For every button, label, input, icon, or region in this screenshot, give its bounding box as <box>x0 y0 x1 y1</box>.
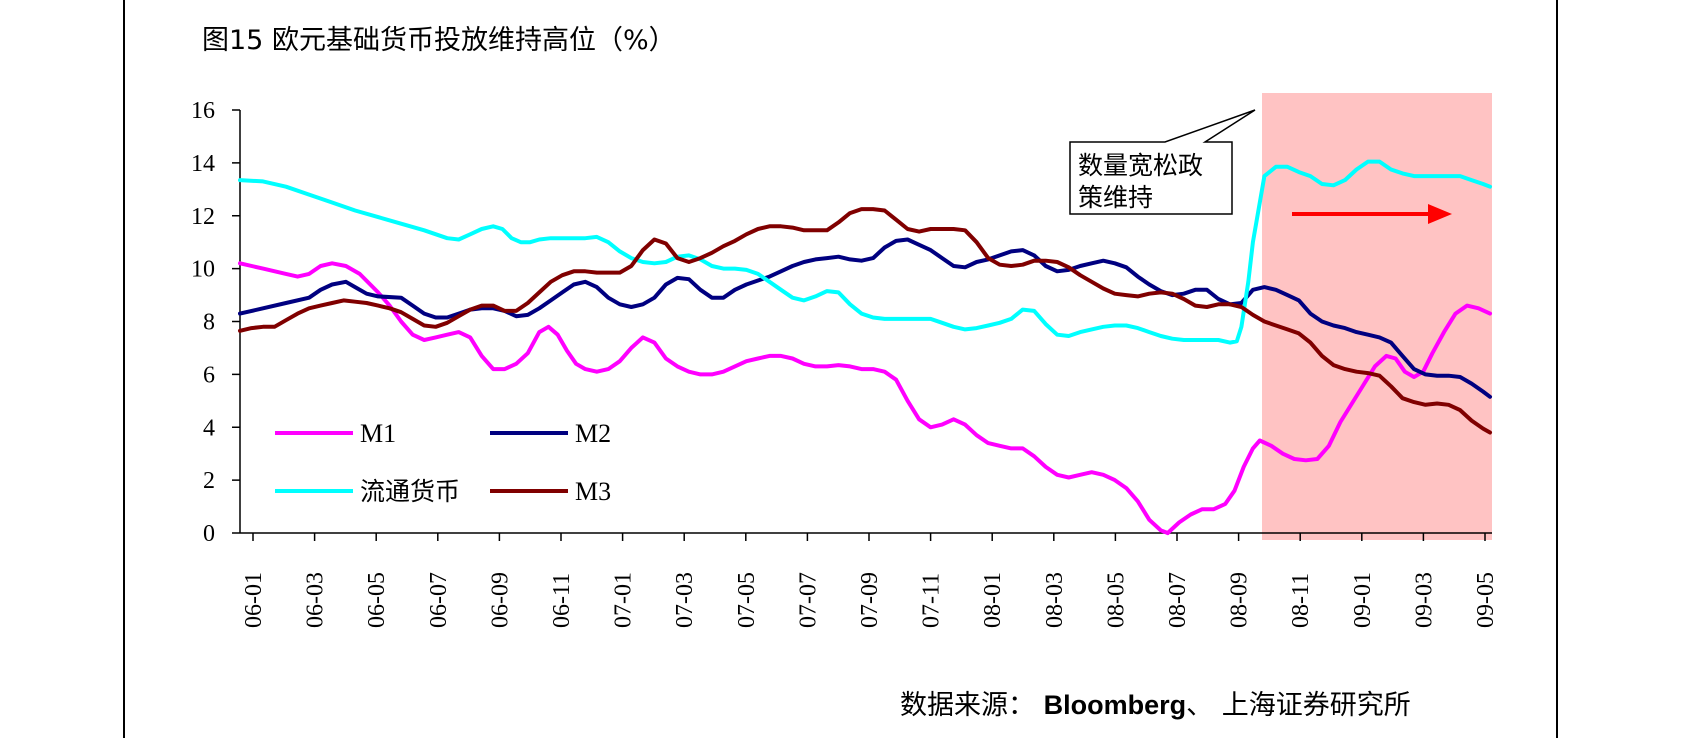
x-tick-label: 07-01 <box>611 572 637 628</box>
x-tick-label: 08-09 <box>1227 572 1253 628</box>
x-axis-ticks: 06-01 06-03 06-05 06-07 06-09 06-11 07-01 07-03… <box>241 533 1499 628</box>
callout-text-line: 策维持 <box>1078 183 1153 212</box>
legend: M1 M2 流通货币 M3 <box>275 419 611 506</box>
x-tick-label: 08-05 <box>1103 572 1129 628</box>
source-org-shanghai-securities: 上海证券研究所 <box>1221 690 1411 721</box>
trend-arrow-head <box>1428 204 1452 224</box>
x-tick-label: 07-05 <box>734 572 760 628</box>
x-tick-label: 07-07 <box>795 572 821 628</box>
series-line-m1 <box>238 261 1170 535</box>
source-separator: 、 <box>1186 690 1214 721</box>
x-tick-label: 07-03 <box>672 572 698 628</box>
y-tick-label: 0 <box>203 521 215 547</box>
callout-text-line: 数量宽松政 <box>1078 151 1203 180</box>
legend-label: M2 <box>575 419 611 448</box>
x-tick-label: 08-01 <box>980 572 1006 628</box>
x-tick-label: 06-01 <box>241 572 267 628</box>
x-tick-label: 08-11 <box>1288 573 1314 628</box>
legend-label: M1 <box>360 419 396 448</box>
callout-box <box>1069 109 1256 215</box>
y-tick-label: 16 <box>191 98 215 124</box>
y-tick-label: 14 <box>191 151 215 177</box>
source-label: 数据来源： <box>900 690 1035 721</box>
y-axis-ticks: 0 2 4 6 8 10 12 14 16 <box>191 98 240 547</box>
x-tick-label: 07-09 <box>857 572 883 628</box>
source-note: 数据来源： Bloomberg、 上海证券研究所 <box>900 683 1411 722</box>
y-tick-label: 10 <box>191 257 215 283</box>
legend-label: M3 <box>575 477 611 506</box>
chart-frame <box>123 0 1558 738</box>
x-tick-label: 09-03 <box>1411 572 1437 628</box>
y-tick-label: 6 <box>203 362 215 388</box>
legend-label: 流通货币 <box>360 477 460 506</box>
chart-title: 图15 欧元基础货币投放维持高位（%） <box>202 25 676 56</box>
series-lines <box>238 159 1492 535</box>
x-tick-label: 06-11 <box>549 573 575 628</box>
series-line-currency <box>238 159 1492 345</box>
x-tick-label: 09-05 <box>1473 572 1499 628</box>
x-tick-label: 06-09 <box>487 572 513 628</box>
y-tick-label: 4 <box>203 415 215 441</box>
series-line-m1part2 <box>1165 303 1492 535</box>
x-tick-label: 06-07 <box>426 572 452 628</box>
x-tick-label: 09-01 <box>1350 572 1376 628</box>
x-tick-label: 06-03 <box>303 572 329 628</box>
y-tick-label: 12 <box>191 204 215 230</box>
series-line-m3 <box>238 207 1492 435</box>
x-tick-label: 06-05 <box>364 572 390 628</box>
source-org-bloomberg: Bloomberg <box>1043 690 1187 720</box>
series-line-m2 <box>238 237 1492 399</box>
x-tick-label: 07-11 <box>919 573 945 628</box>
x-tick-label: 08-03 <box>1042 572 1068 628</box>
y-tick-label: 2 <box>203 468 215 494</box>
x-tick-label: 08-07 <box>1165 572 1191 628</box>
y-tick-label: 8 <box>203 310 215 336</box>
